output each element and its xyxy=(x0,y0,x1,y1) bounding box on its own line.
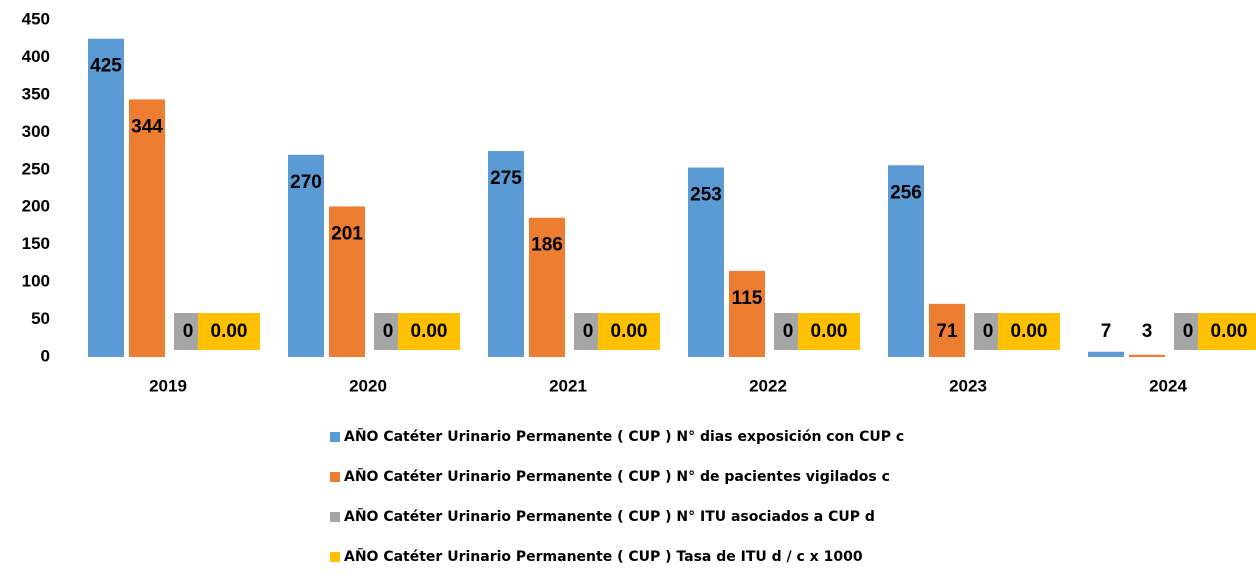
data-label: 0.00 xyxy=(1011,321,1048,342)
legend-label: AÑO Catéter Urinario Permanente ( CUP ) … xyxy=(344,428,904,445)
bar xyxy=(929,303,965,357)
x-tick-label: 2023 xyxy=(949,376,987,395)
data-label: 0.00 xyxy=(811,321,848,342)
data-label: 71 xyxy=(936,321,958,342)
x-tick-label: 2020 xyxy=(349,376,387,395)
y-tick-label: 200 xyxy=(22,197,50,216)
label-box xyxy=(998,313,1060,350)
data-label: 3 xyxy=(1142,321,1153,342)
data-label: 0 xyxy=(183,321,194,342)
data-label: 256 xyxy=(890,182,922,203)
data-label: 0 xyxy=(583,321,594,342)
label-box xyxy=(198,313,260,350)
bar xyxy=(129,99,165,357)
label-box xyxy=(774,313,802,350)
bar xyxy=(529,217,565,357)
legend-swatch xyxy=(330,472,340,482)
label-box xyxy=(174,313,202,350)
y-tick-label: 150 xyxy=(22,234,50,253)
bar xyxy=(329,206,365,357)
y-tick-label: 450 xyxy=(22,9,50,28)
label-box xyxy=(974,313,1002,350)
x-tick-label: 2021 xyxy=(549,376,587,395)
data-label: 0 xyxy=(383,321,394,342)
bar xyxy=(888,165,924,357)
bar xyxy=(88,38,124,357)
y-tick-label: 350 xyxy=(22,84,50,103)
data-label: 344 xyxy=(131,116,163,137)
x-tick-label: 2019 xyxy=(149,376,187,395)
y-tick-label: 300 xyxy=(22,122,50,141)
y-tick-label: 400 xyxy=(22,47,50,66)
y-tick-label: 100 xyxy=(22,272,50,291)
x-tick-label: 2024 xyxy=(1149,376,1187,395)
y-tick-label: 250 xyxy=(22,159,50,178)
data-label: 201 xyxy=(331,223,363,244)
bar xyxy=(729,270,765,357)
data-label: 0 xyxy=(983,321,994,342)
legend-swatch xyxy=(330,512,340,522)
bar xyxy=(688,167,724,357)
legend-swatch xyxy=(330,552,340,562)
legend-label: AÑO Catéter Urinario Permanente ( CUP ) … xyxy=(344,468,890,485)
label-box xyxy=(374,313,402,350)
data-label: 0 xyxy=(783,321,794,342)
bar xyxy=(1129,354,1165,357)
data-label: 0.00 xyxy=(411,321,448,342)
label-box xyxy=(1174,313,1202,350)
data-label: 7 xyxy=(1101,321,1112,342)
bar xyxy=(488,151,524,357)
data-label: 115 xyxy=(732,288,763,309)
data-label: 275 xyxy=(490,168,522,189)
data-label: 425 xyxy=(90,56,122,77)
bar xyxy=(288,154,324,357)
legend-swatch xyxy=(330,432,340,442)
y-tick-label: 50 xyxy=(31,309,50,328)
y-tick-label: 0 xyxy=(41,346,50,365)
data-label: 0 xyxy=(1183,321,1194,342)
legend-label: AÑO Catéter Urinario Permanente ( CUP ) … xyxy=(344,548,863,565)
data-label: 186 xyxy=(531,235,563,256)
label-box xyxy=(398,313,460,350)
legend-label: AÑO Catéter Urinario Permanente ( CUP ) … xyxy=(344,508,875,525)
data-label: 253 xyxy=(690,185,722,206)
label-box xyxy=(574,313,602,350)
label-box xyxy=(598,313,660,350)
data-label: 0.00 xyxy=(611,321,648,342)
label-box xyxy=(798,313,860,350)
label-box xyxy=(1198,313,1256,350)
data-label: 270 xyxy=(290,172,322,193)
data-label: 0.00 xyxy=(211,321,248,342)
data-label: 0.00 xyxy=(1211,321,1248,342)
x-tick-label: 2022 xyxy=(749,376,787,395)
bar xyxy=(1088,351,1124,357)
